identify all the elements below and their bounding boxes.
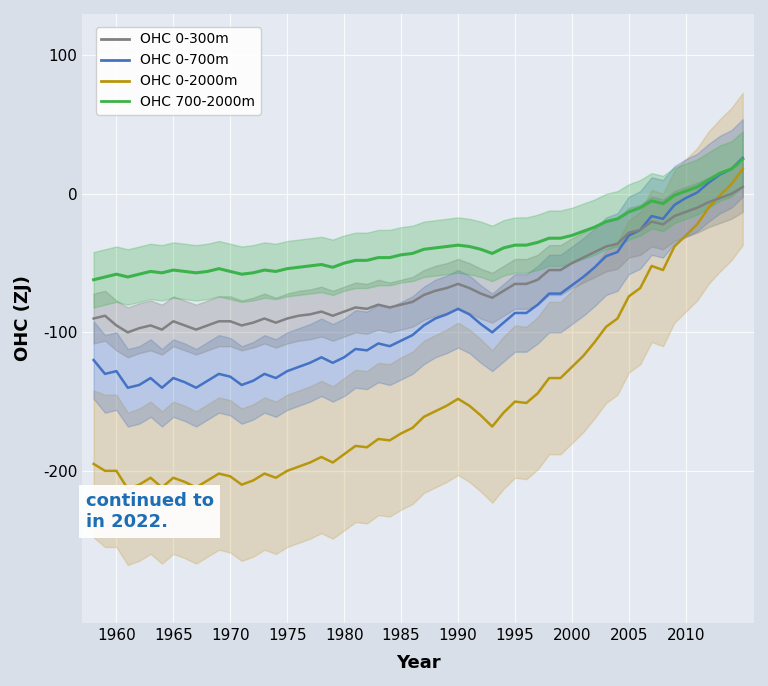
Text: continued to
in 2022.: continued to in 2022. <box>85 492 214 531</box>
Y-axis label: OHC (ZJ): OHC (ZJ) <box>14 276 32 362</box>
Legend: OHC 0-300m, OHC 0-700m, OHC 0-2000m, OHC 700-2000m: OHC 0-300m, OHC 0-700m, OHC 0-2000m, OHC… <box>96 27 261 115</box>
X-axis label: Year: Year <box>396 654 441 672</box>
